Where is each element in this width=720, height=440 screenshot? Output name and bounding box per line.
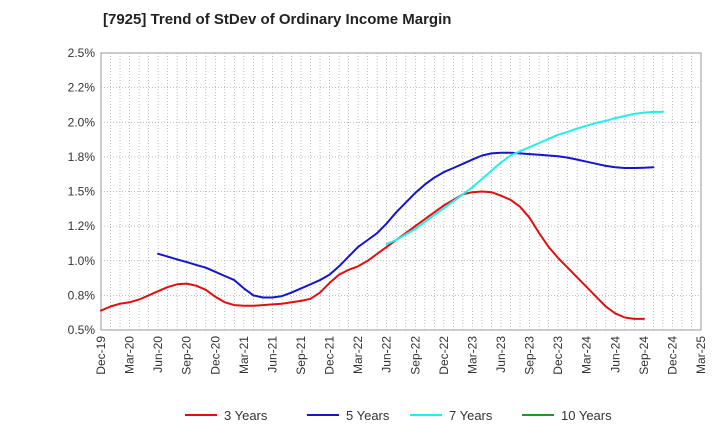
x-tick-label: Mar-22 [351, 336, 365, 374]
legend-label: 3 Years [224, 408, 268, 423]
x-tick-label: Sep-22 [408, 336, 422, 375]
x-tick-label: Jun-20 [151, 336, 165, 373]
x-tick-label: Mar-23 [465, 336, 479, 374]
x-tick-label: Mar-20 [123, 336, 137, 374]
x-tick-label: Sep-23 [523, 336, 537, 375]
y-tick-label: 2.2% [68, 81, 96, 95]
chart-title: [7925] Trend of StDev of Ordinary Income… [103, 11, 451, 28]
y-tick-label: 0.5% [68, 323, 96, 337]
legend-label: 10 Years [561, 408, 612, 423]
x-tick-label: Mar-24 [580, 336, 594, 374]
x-tick-label: Dec-20 [208, 336, 222, 375]
x-tick-label: Jun-21 [265, 336, 279, 373]
series-line-5-years [157, 151, 655, 299]
x-tick-label: Sep-21 [294, 336, 308, 375]
y-tick-label: 1.8% [68, 150, 96, 164]
x-tick-label: Dec-19 [94, 336, 108, 375]
x-tick-label: Dec-21 [323, 336, 337, 375]
series-lines [100, 110, 664, 320]
grid [100, 52, 702, 331]
series-line-7-years [385, 110, 664, 246]
legend-label: 7 Years [449, 408, 493, 423]
y-tick-label: 1.0% [68, 254, 96, 268]
x-tick-label: Dec-23 [551, 336, 565, 375]
axes: 2.5%2.2%2.0%1.8%1.5%1.2%1.0%0.8%0.5%Dec-… [68, 46, 708, 375]
x-tick-label: Jun-22 [380, 336, 394, 373]
x-tick-label: Mar-21 [237, 336, 251, 374]
y-tick-label: 1.5% [68, 185, 96, 199]
x-tick-label: Dec-22 [437, 336, 451, 375]
x-tick-label: Sep-24 [637, 336, 651, 375]
y-tick-label: 0.8% [68, 288, 96, 302]
y-tick-label: 1.2% [68, 219, 96, 233]
x-tick-label: Jun-24 [608, 336, 622, 373]
y-tick-label: 2.0% [68, 115, 96, 129]
x-tick-label: Dec-24 [665, 336, 679, 375]
x-tick-label: Sep-20 [180, 336, 194, 375]
legend: 3 Years 5 Years 7 Years 10 Years [185, 408, 612, 423]
y-tick-label: 2.5% [68, 46, 96, 60]
series-line-3-years [100, 190, 645, 320]
legend-label: 5 Years [346, 408, 390, 423]
x-tick-label: Mar-25 [694, 336, 708, 374]
x-tick-label: Jun-23 [494, 336, 508, 373]
